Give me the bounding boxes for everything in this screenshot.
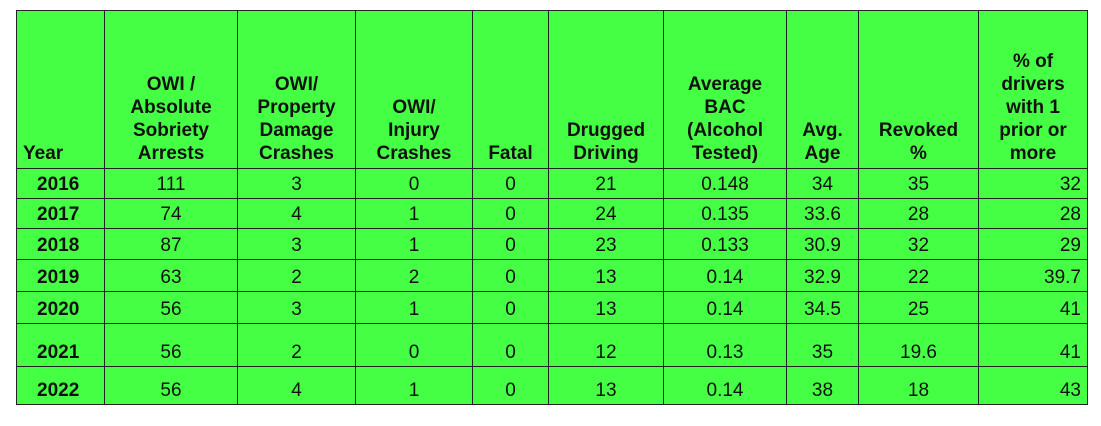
table-row: 2020 56 3 1 0 13 0.14 34.5 25 41 [16,291,1088,324]
data-cell: 0 [472,366,549,405]
data-cell: 24 [548,198,664,229]
column-header: Drugged Driving [548,10,664,169]
column-header: Fatal [472,10,549,169]
column-header: Average BAC (Alcohol Tested) [663,10,787,169]
data-table: Year OWI / Absolute Sobriety Arrests OWI/ … [16,10,1088,405]
data-cell: 4 [237,198,356,229]
data-cell: 34.5 [786,291,859,324]
data-cell: 28 [858,198,979,229]
data-cell: 13 [548,259,664,292]
data-cell: 32 [978,168,1088,199]
table-container: Year OWI / Absolute Sobriety Arrests OWI/ … [16,10,1088,405]
data-cell: 1 [355,198,473,229]
data-cell: 21 [548,168,664,199]
data-cell: 56 [104,323,238,367]
data-cell: 87 [104,228,238,260]
table-row: 2016 111 3 0 0 21 0.148 34 35 32 [16,168,1088,199]
data-cell: 2 [237,259,356,292]
data-cell: 18 [858,366,979,405]
data-cell: 74 [104,198,238,229]
data-cell: 2 [237,323,356,367]
year-cell: 2016 [16,168,105,199]
data-cell: 35 [858,168,979,199]
data-cell: 29 [978,228,1088,260]
data-cell: 19.6 [858,323,979,367]
data-cell: 0.133 [663,228,787,260]
header-row: Year OWI / Absolute Sobriety Arrests OWI/ … [16,10,1088,169]
data-cell: 0.14 [663,259,787,292]
year-cell: 2017 [16,198,105,229]
data-cell: 30.9 [786,228,859,260]
column-header: OWI/ Property Damage Crashes [237,10,356,169]
data-cell: 0 [472,323,549,367]
data-cell: 41 [978,323,1088,367]
data-cell: 0 [472,291,549,324]
data-cell: 3 [237,291,356,324]
data-cell: 56 [104,366,238,405]
data-cell: 1 [355,366,473,405]
table-row: 2022 56 4 1 0 13 0.14 38 18 43 [16,366,1088,405]
data-cell: 0 [472,168,549,199]
data-cell: 0 [472,228,549,260]
data-cell: 63 [104,259,238,292]
data-cell: 23 [548,228,664,260]
data-cell: 34 [786,168,859,199]
data-cell: 111 [104,168,238,199]
table-row: 2019 63 2 2 0 13 0.14 32.9 22 39.7 [16,259,1088,292]
data-cell: 13 [548,291,664,324]
table-row: 2018 87 3 1 0 23 0.133 30.9 32 29 [16,228,1088,260]
column-header: Year [16,10,105,169]
data-cell: 1 [355,228,473,260]
table-row: 2021 56 2 0 0 12 0.13 35 19.6 41 [16,323,1088,367]
data-cell: 0.148 [663,168,787,199]
year-cell: 2018 [16,228,105,260]
data-cell: 0.14 [663,291,787,324]
year-cell: 2019 [16,259,105,292]
column-header: OWI/ Injury Crashes [355,10,473,169]
data-cell: 0 [355,168,473,199]
year-cell: 2020 [16,291,105,324]
data-cell: 0.13 [663,323,787,367]
column-header: Avg. Age [786,10,859,169]
column-header: % of drivers with 1 prior or more [978,10,1088,169]
data-cell: 4 [237,366,356,405]
data-cell: 43 [978,366,1088,405]
column-header: OWI / Absolute Sobriety Arrests [104,10,238,169]
data-cell: 32 [858,228,979,260]
data-cell: 12 [548,323,664,367]
data-cell: 22 [858,259,979,292]
table-row: 2017 74 4 1 0 24 0.135 33.6 28 28 [16,198,1088,229]
data-cell: 3 [237,168,356,199]
data-cell: 35 [786,323,859,367]
year-cell: 2022 [16,366,105,405]
data-cell: 56 [104,291,238,324]
data-cell: 0 [355,323,473,367]
data-cell: 39.7 [978,259,1088,292]
data-cell: 0.135 [663,198,787,229]
data-cell: 38 [786,366,859,405]
data-cell: 32.9 [786,259,859,292]
data-cell: 13 [548,366,664,405]
data-cell: 25 [858,291,979,324]
data-cell: 28 [978,198,1088,229]
data-cell: 33.6 [786,198,859,229]
data-cell: 2 [355,259,473,292]
data-cell: 41 [978,291,1088,324]
column-header: Revoked % [858,10,979,169]
data-cell: 3 [237,228,356,260]
year-cell: 2021 [16,323,105,367]
data-cell: 1 [355,291,473,324]
data-cell: 0.14 [663,366,787,405]
data-cell: 0 [472,259,549,292]
data-cell: 0 [472,198,549,229]
